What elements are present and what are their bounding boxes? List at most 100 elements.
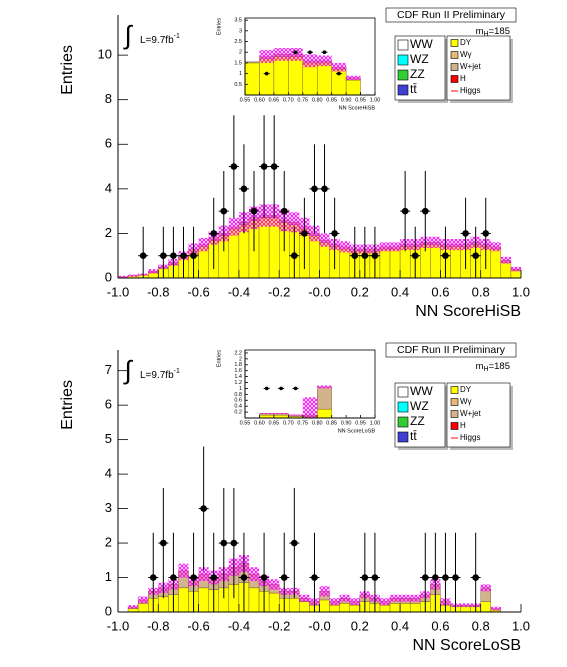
histogram-bar [379,248,391,279]
x-tick-label: 0.95 [355,420,366,426]
data-point [311,574,318,581]
data-point [308,50,312,55]
integral-sign: ∫ [122,20,133,50]
histogram-bar [317,62,332,96]
y-tick-label: 2 [239,50,242,56]
histogram-bar [319,242,330,279]
data-point [170,574,177,581]
uncertainty-band [400,594,411,602]
uncertainty-band [319,586,330,597]
y-tick-label: 1.2 [234,380,242,386]
histogram-bar [178,587,189,613]
data-point [220,539,228,547]
x-tick-label: 0.55 [240,97,251,103]
histogram-bar [288,56,303,96]
uncertainty-band [490,242,501,252]
legend-swatch [397,416,409,428]
y-tick-label: 0.8 [234,392,242,398]
y-tick-label: 1.5 [234,60,242,66]
data-point [230,163,238,170]
uncertainty-band [273,412,289,415]
data-point [264,386,269,391]
mass-symbol: m [476,361,484,372]
histogram-bar [137,603,149,613]
data-point [210,230,218,237]
x-axis-title: NN ScoreLoSB [338,428,376,434]
y-tick-label: 2.5 [234,39,242,45]
legend-label: H [460,421,466,430]
legend-swatch [397,69,409,81]
data-point [291,539,298,547]
x-tick-label: -0.8 [147,284,169,299]
uncertainty-band [259,412,274,415]
uncertainty-band [329,598,340,606]
data-point [321,185,328,193]
lumi-text: L=9.7fb [140,35,174,46]
uncertainty-band [302,54,318,68]
x-tick-label: 0.90 [341,420,352,426]
data-point [220,207,228,215]
data-point [149,574,157,581]
legend-swatch [450,410,459,418]
data-point [230,539,238,547]
histogram-bar [389,248,401,279]
histogram-bar [158,596,169,613]
uncertainty-band [339,594,350,602]
x-tick-label: -0.4 [228,284,250,299]
x-tick-label: 0.8 [472,284,490,299]
y-tick-label: 3.5 [234,18,242,24]
x-tick-label: 0.8 [472,618,490,633]
data-point [401,207,409,215]
data-point [411,252,419,260]
uncertainty-band [349,598,360,606]
uncertainty-band [118,275,129,278]
histogram-bar [329,604,340,613]
mass-value: =185 [489,361,510,372]
y-tick-label: 0 [105,603,112,618]
legend-label: WZ [410,399,429,413]
data-point [240,185,248,193]
data-point [160,539,167,547]
uncertainty-band [288,47,303,61]
uncertainty-band [490,606,501,611]
legend-swatch [397,39,409,51]
uncertainty-band [379,598,391,606]
data-point [280,207,288,215]
header-box [385,342,517,358]
x-tick-label: 1.0 [512,284,530,299]
histogram-bar [127,608,139,613]
legend-swatch [397,84,409,96]
data-point [472,252,479,260]
x-tick-label: 0.75 [297,97,308,103]
data-point [293,386,298,391]
y-tick-label: 1 [239,386,242,392]
histogram-bar [302,62,318,96]
histogram-bar [319,599,330,613]
uncertainty-band [390,594,401,602]
x-tick-label: 1.00 [370,420,381,426]
x-tick-label: 1.0 [512,618,530,633]
mass-label: mH=185 [476,26,510,38]
legend-swatch [450,386,459,394]
integral-sign: ∫ [122,355,133,385]
uncertainty-band [309,225,320,242]
data-point [361,252,369,260]
x-tick-label: 0.95 [355,97,366,103]
data-point [190,252,197,260]
y-tick-label: 1 [105,569,112,584]
data-point [293,50,298,55]
legend-label: Higgs [460,433,480,442]
uncertainty-band [148,269,159,274]
x-axis-title: NN ScoreLoSB [413,637,522,654]
histogram-bar [198,587,209,613]
legend-swatch [397,401,409,413]
y-axis-title: Entries [216,350,222,367]
legend-swatch [450,422,459,430]
y-tick-label: 1.4 [234,374,242,380]
data-point [301,230,308,237]
uncertainty-band [178,563,189,578]
x-tick-label: -0.6 [187,618,209,633]
data-point [361,574,369,581]
x-tick-label: -0.2 [268,284,290,299]
